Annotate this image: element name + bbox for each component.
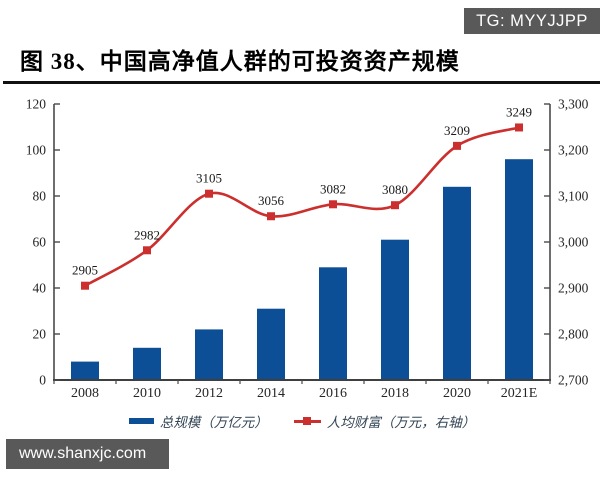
- site-watermark: www.shanxjc.com: [6, 439, 169, 469]
- left-axis-tick-label: 80: [33, 189, 47, 204]
- right-axis-tick-label: 3,200: [558, 143, 589, 158]
- bar-2018: [381, 239, 409, 380]
- x-axis-label-2010: 2010: [133, 386, 161, 401]
- left-axis-tick-label: 60: [33, 235, 47, 250]
- x-axis-label-2012: 2012: [195, 386, 223, 401]
- x-axis-label-2018: 2018: [381, 386, 409, 401]
- x-axis-label-2016: 2016: [319, 386, 347, 401]
- x-axis-label-2020: 2020: [443, 386, 471, 401]
- line-path: [84, 126, 520, 287]
- bar-2021E: [505, 159, 533, 380]
- bar-2020: [443, 186, 471, 380]
- data-label-2018: 3080: [382, 182, 408, 197]
- line-marker-2020: [453, 141, 461, 150]
- line-marker-2010: [143, 246, 151, 255]
- data-label-2008: 2905: [72, 263, 98, 278]
- right-axis-tick-label: 2,900: [558, 281, 589, 296]
- bar-2010: [133, 347, 161, 380]
- x-axis-label-2008: 2008: [71, 386, 99, 401]
- data-label-2020: 3209: [444, 123, 470, 138]
- left-axis-tick-label: 100: [26, 143, 47, 158]
- title-underline: [3, 81, 600, 84]
- right-axis-tick-label: 2,800: [558, 327, 589, 342]
- bar-2014: [257, 308, 285, 380]
- legend-item-per-capita-wealth: 人均财富（万元，右轴）: [293, 411, 476, 431]
- line-marker-2016: [329, 200, 337, 209]
- bar-series-swatch-icon: [128, 418, 154, 424]
- right-axis-tick-label: 3,100: [558, 189, 589, 204]
- bar-2012: [195, 329, 223, 380]
- combo-bar-line-chart: 0 2,700 20 2,800 40 2,900 60 3,000 80 3,100 100 3,2…: [26, 97, 589, 402]
- right-axis-tick-label: 2,700: [558, 373, 589, 388]
- left-axis-tick-label: 40: [33, 281, 47, 296]
- left-axis-tick-label: 120: [26, 97, 47, 112]
- x-axis-label-2014: 2014: [257, 386, 285, 401]
- left-axis-tick-label: 20: [33, 327, 47, 342]
- figure-title: 图 38、中国高净值人群的可投资资产规模: [20, 49, 460, 74]
- bar-2016: [319, 267, 347, 380]
- data-label-2010: 2982: [134, 227, 160, 242]
- chart-area: 0 2,700 20 2,800 40 2,900 60 3,000 80 3,100 100 3,2…: [0, 90, 600, 410]
- chart-legend: 总规模（万亿元） 人均财富（万元，右轴）: [54, 411, 550, 431]
- line-marker-2021E: [515, 123, 523, 132]
- bar-series: [71, 159, 533, 380]
- site-watermark-label: www.shanxjc.com: [19, 445, 147, 462]
- line-series: [81, 123, 523, 290]
- left-axis-tick-label: 0: [39, 373, 46, 388]
- line-marker-2014: [267, 212, 275, 221]
- tg-channel-badge-label: TG: MYYJJPP: [476, 11, 588, 30]
- data-labels: 2905 2982 3105 3056 3082 3080 3209 3249: [72, 104, 532, 277]
- line-marker-2012: [205, 189, 213, 198]
- axes: 0 2,700 20 2,800 40 2,900 60 3,000 80 3,100 100 3,2…: [26, 97, 589, 402]
- tg-channel-badge: TG: MYYJJPP: [464, 8, 600, 34]
- data-label-2012: 3105: [196, 171, 222, 186]
- data-label-2016: 3082: [320, 181, 346, 196]
- right-axis-tick-label: 3,300: [558, 97, 589, 112]
- bar-2008: [71, 361, 99, 380]
- legend-label-total-scale: 总规模（万亿元）: [159, 415, 268, 430]
- data-label-2014: 3056: [258, 193, 285, 208]
- right-axis-tick-label: 3,000: [558, 235, 589, 250]
- line-marker-2008: [81, 281, 89, 290]
- x-axis-label-2021E: 2021E: [501, 386, 538, 401]
- line-series-swatch-icon: [293, 417, 321, 426]
- legend-label-per-capita-wealth: 人均财富（万元，右轴）: [326, 415, 476, 430]
- legend-item-total-scale: 总规模（万亿元）: [128, 411, 268, 431]
- data-label-2021E: 3249: [506, 104, 532, 119]
- line-marker-2018: [391, 201, 399, 210]
